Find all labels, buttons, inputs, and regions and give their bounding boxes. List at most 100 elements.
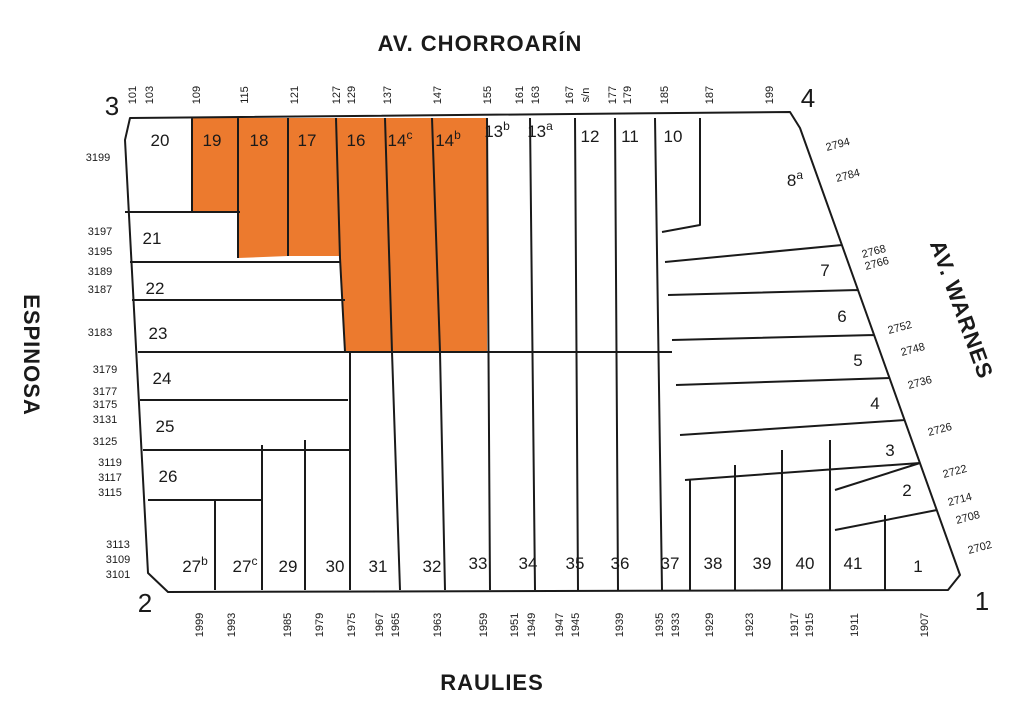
lot-suffix: c — [251, 554, 257, 568]
door-number: 1967 — [374, 613, 386, 637]
lot-number: 21 — [143, 229, 162, 248]
highlighted-lot — [432, 118, 487, 352]
lot-suffix: c — [406, 128, 412, 142]
door-number: 115 — [239, 86, 251, 104]
lot-label: 22 — [146, 279, 165, 298]
door-number: 1917 — [789, 613, 801, 637]
door-number: 1999 — [194, 613, 206, 637]
door-number: 129 — [346, 86, 358, 104]
door-number: 121 — [289, 86, 301, 104]
door-number: 3183 — [88, 327, 112, 339]
lot-label: 1 — [913, 557, 922, 576]
highlighted-lot — [336, 118, 392, 352]
lot-label: 38 — [704, 554, 723, 573]
door-number: 3119 — [98, 457, 122, 469]
door-number: 2726 — [927, 421, 954, 439]
lot-label: 18 — [250, 131, 269, 150]
highlighted-lot — [238, 118, 288, 258]
lot-number: 25 — [156, 417, 175, 436]
door-number: 2748 — [900, 341, 927, 359]
door-number: 3197 — [88, 226, 112, 238]
door-number: 1947 — [554, 613, 566, 637]
lot-label: 29 — [279, 557, 298, 576]
lot-number: 6 — [837, 307, 846, 326]
door-number: 137 — [382, 86, 394, 104]
lot-label: 23 — [149, 324, 168, 343]
door-number: 3117 — [98, 472, 122, 484]
lot-label: 17 — [298, 131, 317, 150]
lot-label: 40 — [796, 554, 815, 573]
lot-number: 30 — [326, 557, 345, 576]
lot-number: 32 — [423, 557, 442, 576]
door-number: 109 — [191, 86, 203, 104]
door-number: 177 — [607, 86, 619, 104]
door-number: s/n — [580, 88, 592, 103]
lot-label: 3 — [885, 441, 894, 460]
street-name: AV. WARNES — [925, 237, 998, 382]
street-name: AV. CHORROARÍN — [378, 31, 583, 56]
lot-label: 35 — [566, 554, 585, 573]
lot-label: 32 — [423, 557, 442, 576]
door-number: 3125 — [93, 436, 117, 448]
door-number: 185 — [659, 86, 671, 104]
highlighted-lot — [192, 118, 238, 212]
door-number: 1993 — [226, 613, 238, 637]
lot-number: 31 — [369, 557, 388, 576]
lot-number: 40 — [796, 554, 815, 573]
door-number: 1933 — [670, 613, 682, 637]
lot-number: 4 — [870, 394, 879, 413]
door-number: 103 — [144, 86, 156, 104]
door-number: 167 — [564, 86, 576, 104]
lot-number: 8 — [787, 171, 796, 190]
door-number: 2708 — [955, 509, 982, 527]
door-number: 3131 — [93, 414, 117, 426]
door-number: 3195 — [88, 246, 112, 258]
street-name: RAULIES — [440, 670, 544, 695]
lot-number: 38 — [704, 554, 723, 573]
door-number: 3187 — [88, 284, 112, 296]
door-number: 1975 — [346, 613, 358, 637]
lot-number: 12 — [581, 127, 600, 146]
lot-number: 14 — [388, 131, 407, 150]
lot-number: 19 — [203, 131, 222, 150]
lot-suffix: a — [546, 119, 553, 133]
highlighted-lot — [385, 118, 440, 352]
lot-number: 18 — [250, 131, 269, 150]
lot-suffix: b — [454, 128, 461, 142]
door-number: 2722 — [942, 463, 969, 481]
lot-suffix: b — [503, 119, 510, 133]
lot-label: 14b — [435, 128, 461, 150]
lot-number: 37 — [661, 554, 680, 573]
lot-label: 33 — [469, 554, 488, 573]
lot-label: 21 — [143, 229, 162, 248]
door-number: 3177 — [93, 386, 117, 398]
lot-number: 17 — [298, 131, 317, 150]
lot-number: 22 — [146, 279, 165, 298]
door-number: 1959 — [478, 613, 490, 637]
lot-label: 2 — [902, 481, 911, 500]
lot-label: 13b — [484, 119, 510, 141]
lot-label: 13a — [527, 119, 553, 141]
door-number: 161 — [514, 86, 526, 104]
door-number: 1963 — [432, 613, 444, 637]
lot-label: 37 — [661, 554, 680, 573]
lot-label: 27c — [233, 554, 258, 576]
lot-number: 29 — [279, 557, 298, 576]
door-number: 163 — [530, 86, 542, 104]
door-number: 3199 — [86, 152, 110, 164]
door-number: 1939 — [614, 613, 626, 637]
lot-label: 8a — [787, 168, 803, 190]
door-number: 1929 — [704, 613, 716, 637]
door-number: 2752 — [887, 319, 914, 337]
lot-number: 35 — [566, 554, 585, 573]
door-number: 2784 — [835, 167, 862, 185]
door-number: 179 — [622, 86, 634, 104]
lot-label: 34 — [519, 554, 538, 573]
lot-number: 27 — [182, 557, 201, 576]
lot-label: 20 — [151, 131, 170, 150]
lot-label: 6 — [837, 307, 846, 326]
door-number: 2714 — [947, 491, 974, 509]
door-number: 1935 — [654, 613, 666, 637]
door-number: 1911 — [849, 613, 861, 637]
